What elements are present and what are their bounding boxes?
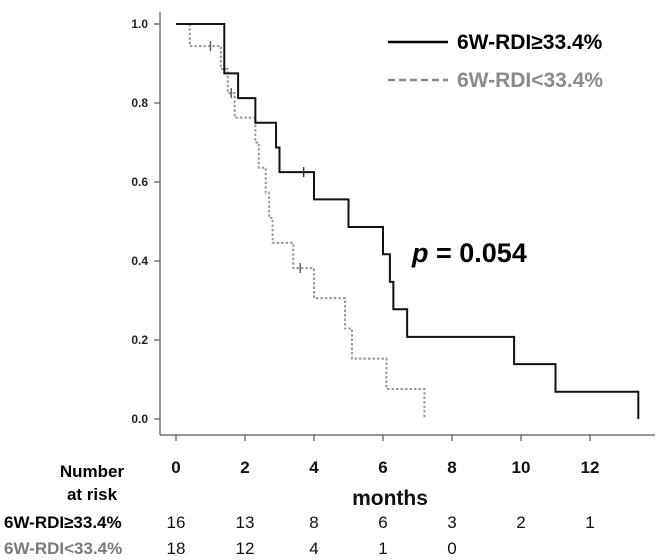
- y-ticks: 0.0 0.2 0.4 0.6 0.8 1.0: [131, 17, 160, 426]
- risk-values: 16 13 8 6 3 2 1 18 12 4 1 0: [167, 513, 595, 558]
- axes: [159, 12, 655, 436]
- x-ticks: 0 2 4 6 8 10 12: [171, 435, 599, 477]
- curve-low-rdi: [176, 23, 426, 419]
- risk-value: 6: [378, 513, 387, 532]
- y-tick-label: 0.6: [131, 175, 148, 189]
- risk-value: 16: [167, 513, 186, 532]
- x-tick-label: 2: [240, 458, 249, 477]
- p-value-annotation: p = 0.054: [411, 238, 527, 268]
- risk-value: 13: [236, 513, 255, 532]
- y-tick-label: 1.0: [131, 17, 148, 31]
- risk-row-label-low-rdi: 6W-RDI<33.4%: [4, 539, 122, 558]
- risk-value: 1: [378, 539, 387, 558]
- x-tick-label: 8: [447, 458, 456, 477]
- y-tick-label: 0.2: [131, 333, 148, 347]
- survival-curves: [176, 23, 640, 419]
- risk-value: 3: [447, 513, 456, 532]
- x-tick-label: 12: [581, 458, 600, 477]
- legend-label-high-rdi: 6W-RDI≥33.4%: [457, 31, 603, 54]
- risk-value: 2: [516, 513, 525, 532]
- legend: 6W-RDI≥33.4% 6W-RDI<33.4%: [388, 31, 603, 92]
- x-tick-label: 6: [378, 458, 387, 477]
- x-axis-label: months: [352, 487, 428, 510]
- risk-value: 0: [447, 539, 456, 558]
- risk-table: Number at risk 6W-RDI≥33.4% 6W-RDI<33.4%…: [4, 462, 595, 558]
- p-value-text: = 0.054: [429, 238, 527, 268]
- risk-title-line2: at risk: [67, 485, 118, 504]
- risk-value: 8: [309, 513, 318, 532]
- curve-high-rdi: [176, 23, 640, 419]
- x-tick-label: 0: [171, 458, 180, 477]
- risk-value: 18: [167, 539, 186, 558]
- censor-marks: [209, 41, 305, 274]
- x-tick-label: 10: [512, 458, 531, 477]
- risk-value: 12: [236, 539, 255, 558]
- y-tick-label: 0.0: [131, 412, 148, 426]
- x-tick-label: 4: [309, 458, 319, 477]
- risk-title-line1: Number: [60, 462, 125, 481]
- y-tick-label: 0.4: [131, 254, 148, 268]
- risk-row-label-high-rdi: 6W-RDI≥33.4%: [4, 513, 122, 532]
- y-tick-label: 0.8: [131, 96, 148, 110]
- p-value-symbol: p: [411, 238, 429, 268]
- legend-label-low-rdi: 6W-RDI<33.4%: [457, 69, 603, 92]
- risk-value: 4: [309, 539, 318, 558]
- risk-value: 1: [585, 513, 594, 532]
